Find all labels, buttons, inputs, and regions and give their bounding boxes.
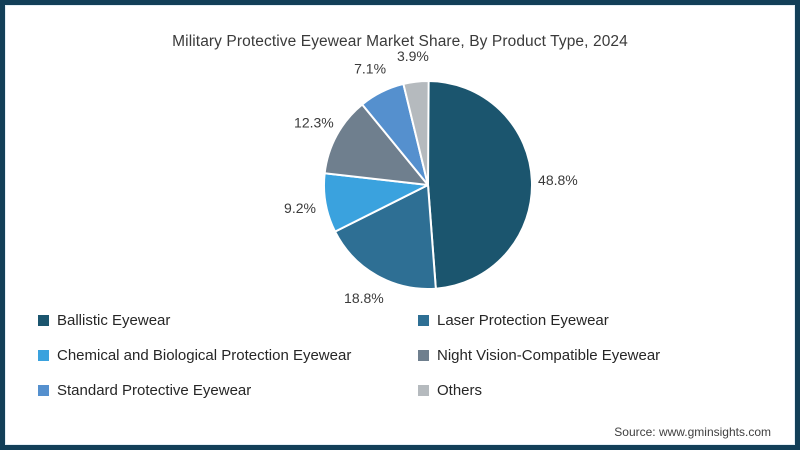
legend-label: Ballistic Eyewear <box>57 311 171 329</box>
legend-swatch-icon <box>418 384 429 396</box>
legend-item-others: Others <box>418 382 768 399</box>
chart-title: Military Protective Eyewear Market Share… <box>172 33 628 50</box>
legend-label: Standard Protective Eyewear <box>57 381 252 399</box>
legend-swatch-icon <box>38 314 49 326</box>
pie-percent-label: 18.8% <box>344 290 384 306</box>
pie-slice-3 <box>323 103 429 186</box>
legend-swatch-icon <box>38 384 49 396</box>
source-attribution: Source: www.gminsights.com <box>614 425 771 439</box>
legend-swatch-icon <box>418 349 429 361</box>
legend-label: Laser Protection Eyewear <box>437 311 609 329</box>
pie-slice-5 <box>402 80 430 186</box>
pie-slice-0 <box>427 80 533 290</box>
pie-percent-label: 9.2% <box>284 200 316 216</box>
legend-label: Chemical and Biological Protection Eyewe… <box>57 346 352 364</box>
pie-slice-1 <box>334 184 437 290</box>
legend-item-standard-protective-eyewear: Standard Protective Eyewear <box>38 382 418 399</box>
legend-item-laser-protection-eyewear: Laser Protection Eyewear <box>418 312 768 329</box>
pie-percent-label: 48.8% <box>538 172 578 188</box>
legend-swatch-icon <box>418 314 429 326</box>
legend-item-chemical-biological-protection-eyewear: Chemical and Biological Protection Eyewe… <box>38 347 418 364</box>
pie-chart: 48.8% 18.8% 9.2% 12.3% 7.1% 3.9% <box>284 48 578 306</box>
pie-percent-label: 12.3% <box>294 115 334 131</box>
legend-item-ballistic-eyewear: Ballistic Eyewear <box>38 312 418 329</box>
legend-label: Others <box>437 381 483 399</box>
pie-percent-label: 7.1% <box>354 61 386 77</box>
legend-label: Night Vision-Compatible Eyewear <box>437 346 661 364</box>
legend-item-night-vision-compatible-eyewear: Night Vision-Compatible Eyewear <box>418 347 768 364</box>
legend-swatch-icon <box>38 349 49 361</box>
legend: Ballistic Eyewear Laser Protection Eyewe… <box>38 310 768 400</box>
pie-percent-label: 3.9% <box>397 48 429 64</box>
